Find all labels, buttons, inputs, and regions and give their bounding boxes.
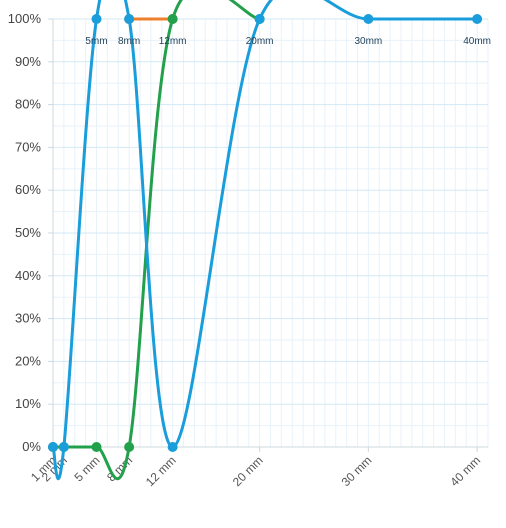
y-tick-label: 70% [15, 139, 41, 154]
y-tick-label: 30% [15, 311, 41, 326]
x-tick-label: 40 mm [447, 453, 483, 489]
point-labels: 5mm 8mm 12mm 20mm 30mm 40mm [85, 36, 491, 47]
series-line-green [51, 0, 262, 481]
series-lines [51, 0, 479, 481]
x-tick-label: 30 mm [339, 453, 375, 489]
point-label: 12mm [159, 36, 187, 47]
y-tick-label: 10% [15, 396, 41, 411]
point-label: 8mm [118, 36, 140, 47]
data-point[interactable] [167, 14, 178, 24]
y-tick-label: 40% [15, 268, 41, 283]
data-point[interactable] [48, 442, 58, 452]
x-tick-label: 5 mm [72, 453, 103, 484]
x-tick-label: 20 mm [230, 453, 266, 489]
y-tick-label: 60% [15, 182, 41, 197]
data-point[interactable] [472, 14, 483, 24]
point-label: 40mm [463, 36, 491, 47]
data-point[interactable] [167, 442, 178, 452]
point-label: 30mm [354, 36, 382, 47]
data-point[interactable] [124, 442, 135, 452]
data-point[interactable] [254, 14, 265, 24]
data-point[interactable] [363, 14, 374, 24]
y-tick-label: 100% [8, 11, 42, 26]
data-points [48, 14, 483, 452]
grid [52, 18, 489, 448]
data-point[interactable] [91, 442, 102, 452]
data-point[interactable] [58, 442, 69, 452]
data-point[interactable] [124, 14, 135, 24]
y-tick-label: 80% [15, 97, 41, 112]
y-tick-label: 90% [15, 54, 41, 69]
y-tick-label: 50% [15, 225, 41, 240]
point-label: 20mm [246, 36, 274, 47]
point-label: 5mm [85, 36, 107, 47]
y-tick-label: 20% [15, 353, 41, 368]
y-tick-label: 0% [22, 439, 41, 454]
x-tick-label: 12 mm [143, 453, 179, 489]
data-point[interactable] [91, 14, 102, 24]
series-line-blue [51, 0, 479, 481]
